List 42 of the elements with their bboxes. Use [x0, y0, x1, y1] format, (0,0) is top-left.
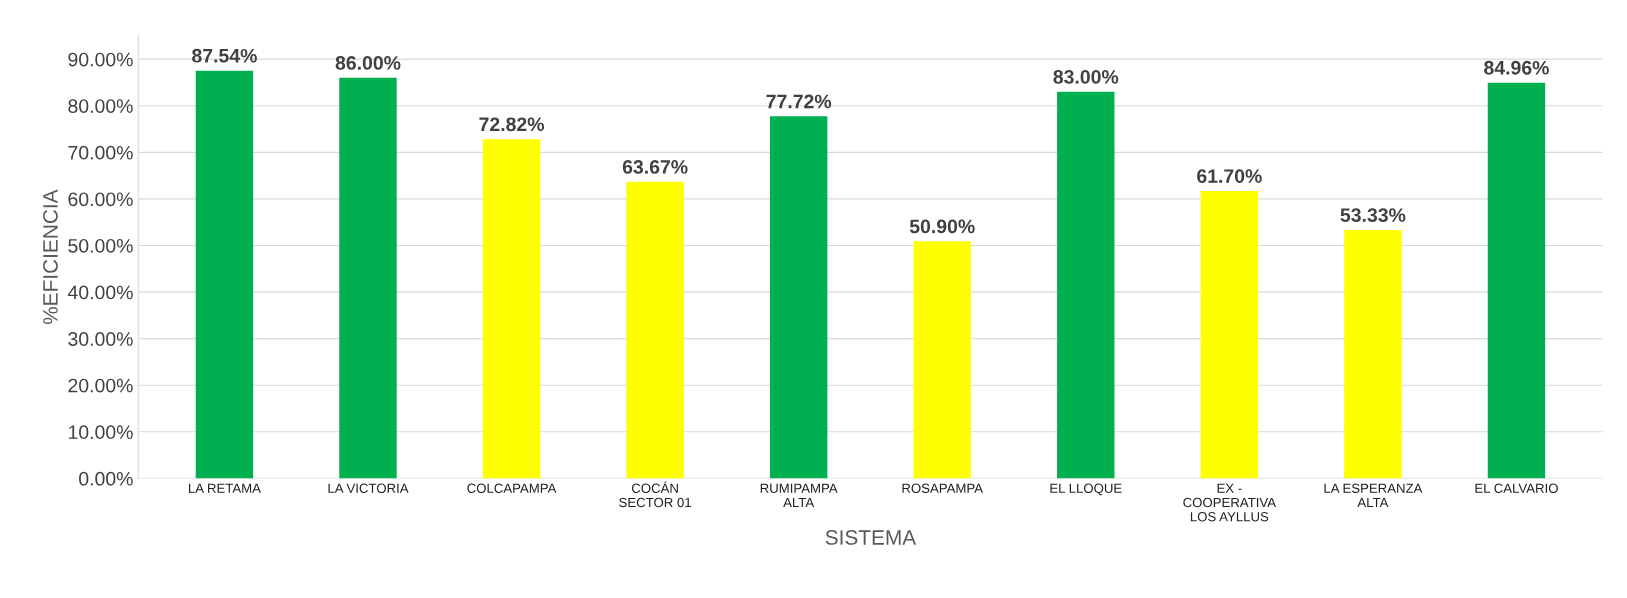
data-label: 86.00% — [335, 56, 401, 70]
bar — [1344, 229, 1402, 479]
x-tick-label: LA VICTORIA — [328, 483, 409, 493]
y-tick-label: 0.00% — [79, 471, 133, 486]
x-tick-label: LA ESPERANZA ALTA — [1324, 483, 1423, 508]
data-label: 84.96% — [1484, 60, 1549, 75]
data-label: 61.70% — [1197, 169, 1262, 183]
y-tick-label: 50.00% — [68, 238, 133, 253]
data-label: 50.90% — [909, 219, 975, 234]
y-tick-label: 60.00% — [68, 192, 133, 207]
bar — [482, 139, 541, 479]
bar — [769, 116, 828, 479]
x-tick-label: LA RETAMA — [188, 483, 261, 493]
x-axis-title: SISTEMA — [825, 530, 917, 545]
x-tick-label: COCÁN SECTOR 01 — [619, 481, 692, 508]
x-tick-label: RUMIPAMPA ALTA — [760, 483, 838, 508]
x-tick-label: EL CALVARIO — [1475, 483, 1558, 493]
data-label: 63.67% — [622, 160, 688, 174]
bar — [1057, 91, 1115, 479]
x-tick-label: COLCAPAMPA — [467, 483, 557, 493]
data-label: 83.00% — [1053, 70, 1119, 84]
y-axis-title: %EFICIENCIA — [43, 189, 58, 325]
data-label: 72.82% — [479, 117, 545, 132]
bar — [1487, 82, 1546, 479]
y-tick-label: 40.00% — [67, 285, 133, 300]
y-tick-label: 10.00% — [68, 425, 133, 440]
x-tick-label: EL LLOQUE — [1050, 483, 1122, 496]
y-tick-label: 20.00% — [68, 378, 133, 393]
data-label: 53.33% — [1340, 208, 1406, 222]
bar — [626, 181, 684, 479]
y-tick-label: 30.00% — [68, 332, 133, 346]
bar — [339, 77, 397, 479]
x-tick-label: EX - COOPERATIVA LOS AYLLUS — [1183, 483, 1276, 522]
y-tick-label: 80.00% — [68, 99, 133, 113]
bar — [913, 241, 971, 479]
y-tick-label: 70.00% — [68, 145, 133, 160]
data-label: 87.54% — [192, 48, 257, 63]
x-tick-label: ROSAPAMPA — [902, 483, 984, 493]
bar — [1200, 190, 1259, 479]
y-tick-label: 90.00% — [68, 52, 133, 67]
bar — [195, 70, 254, 479]
data-label: 77.72% — [766, 94, 832, 109]
